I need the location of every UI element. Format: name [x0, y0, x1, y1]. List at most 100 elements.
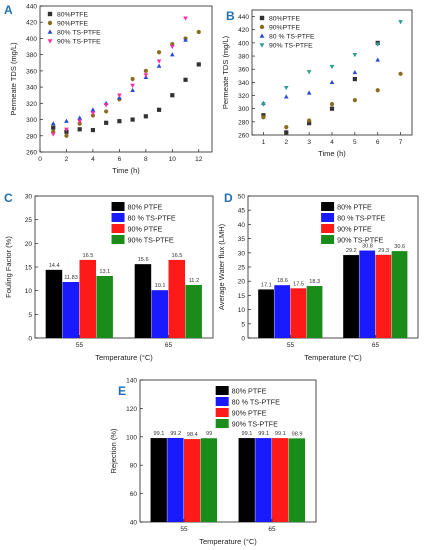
legend-label-2: 80 % TS-PTFE — [337, 214, 385, 223]
x-tick-label: 8 — [144, 156, 148, 163]
y-tick-label: 40 — [130, 520, 138, 527]
data-point-2 — [329, 101, 335, 107]
data-point-3 — [156, 63, 162, 68]
y-tick-label: 360 — [238, 67, 249, 74]
bar-value-label: 17.1 — [261, 282, 272, 288]
data-point-4 — [50, 132, 56, 137]
data-point-3 — [64, 118, 69, 123]
legend-label-3: 80 % TS-PTFE — [269, 34, 315, 41]
y-tick-label: 280 — [26, 133, 37, 140]
y-tick-label: 380 — [238, 54, 249, 61]
data-point-2 — [130, 76, 135, 82]
bar-value-label: 16.5 — [172, 253, 183, 259]
data-point-3 — [130, 87, 135, 93]
y-tick-label: 5 — [241, 321, 245, 328]
y-axis-title: Permeate TDS (mg/L) — [9, 42, 18, 116]
legend-marker-4 — [259, 43, 265, 48]
y-tick-label: 35 — [238, 236, 246, 243]
bar-4 — [200, 438, 218, 522]
y-tick-label: 260 — [238, 133, 249, 140]
bar-4 — [185, 284, 202, 338]
bar-3 — [290, 288, 307, 338]
bar-4 — [306, 286, 323, 338]
legend-swatch-4 — [111, 235, 125, 244]
x-tick-label: 4 — [330, 139, 334, 146]
chart-panel-e: 40 60 80 100 120 140 99.1 99.2 98.4 99 55 99.1 99.1 9… — [109, 378, 317, 546]
legend-label-2: 90%PTFE — [57, 21, 88, 28]
bar-3 — [184, 439, 201, 522]
legend-label-3: 90% PTFE — [232, 409, 267, 418]
y-tick-label: 140 — [126, 378, 137, 385]
bar-2 — [359, 250, 376, 338]
bar-2 — [274, 285, 291, 338]
bar-value-label: 98.4 — [187, 432, 198, 438]
bar-2 — [255, 438, 272, 522]
y-tick-label: 440 — [26, 4, 37, 11]
legend-swatch-3 — [111, 224, 125, 233]
y-tick-label: 50 — [238, 194, 246, 201]
legend-marker-2 — [259, 24, 265, 30]
bar-value-label: 30.6 — [394, 244, 405, 250]
y-tick-label: 300 — [26, 117, 37, 124]
x-axis-title: Temperature (°C) — [199, 537, 257, 546]
data-point-1 — [143, 114, 148, 119]
data-point-3 — [50, 121, 56, 126]
legend-label-3: 90% PTFE — [337, 225, 372, 234]
data-point-1 — [77, 127, 82, 132]
legend-swatch-2 — [321, 213, 335, 222]
legend-label-1: 80%PTFE — [57, 12, 88, 19]
legend-swatch-3 — [321, 224, 335, 233]
legend-marker-4 — [47, 39, 53, 44]
x-axis-title: Temperature (°C) — [95, 353, 153, 362]
y-tick-label: 30 — [25, 194, 33, 201]
data-point-1 — [284, 130, 289, 135]
x-tick-label: 5 — [353, 139, 357, 146]
bar-value-label: 10.1 — [155, 283, 166, 289]
bar-value-label: 17.5 — [293, 281, 304, 287]
data-point-4 — [283, 85, 289, 91]
bar-3 — [168, 259, 186, 338]
data-point-4 — [103, 103, 109, 108]
y-tick-label: 10 — [25, 288, 33, 295]
data-point-1 — [90, 128, 96, 133]
y-tick-label: 45 — [238, 208, 246, 215]
bar-value-label: 18.3 — [309, 279, 320, 285]
bar-2 — [151, 290, 169, 338]
bar-4 — [391, 251, 408, 338]
y-axis-title: Fouling Factor (%) — [4, 236, 13, 298]
legend-swatch-2 — [111, 213, 125, 222]
data-point-1 — [183, 77, 188, 82]
x-tick-label: 2 — [284, 139, 288, 146]
x-axis-title: Time (h) — [112, 166, 140, 175]
bar-value-label: 18.6 — [277, 278, 288, 284]
data-point-4 — [64, 127, 69, 132]
y-tick-label: 30 — [238, 250, 246, 257]
y-tick-label: 280 — [238, 119, 249, 126]
data-point-4 — [90, 111, 96, 116]
data-point-2 — [196, 29, 201, 35]
x-tick-label: 65 — [372, 342, 380, 349]
x-tick-label: 4 — [91, 156, 95, 163]
data-point-3 — [306, 90, 312, 95]
y-tick-label: 25 — [238, 265, 246, 272]
bar-2 — [167, 437, 184, 522]
x-tick-label: 7 — [399, 139, 403, 146]
bar-1 — [258, 289, 274, 338]
chart-panel-c: 0 5 10 15 20 25 30 14.4 11.83 16.5 13.1 55 15.6 10.1 1… — [4, 194, 214, 362]
x-tick-label: 55 — [180, 526, 188, 533]
data-point-4 — [143, 73, 149, 78]
y-tick-label: 10 — [238, 307, 246, 314]
y-tick-label: 120 — [126, 406, 137, 413]
legend-label-2: 80 % TS-PTFE — [128, 214, 176, 223]
x-tick-label: 55 — [76, 342, 84, 349]
x-tick-label: 65 — [268, 526, 276, 533]
bar-1 — [343, 255, 359, 338]
data-point-2 — [398, 71, 403, 76]
y-tick-label: 15 — [25, 265, 33, 272]
y-tick-label: 420 — [26, 20, 37, 27]
bar-value-label: 30.8 — [362, 244, 373, 250]
y-tick-label: 60 — [130, 491, 138, 498]
bar-1 — [134, 264, 152, 338]
data-point-4 — [352, 53, 358, 58]
